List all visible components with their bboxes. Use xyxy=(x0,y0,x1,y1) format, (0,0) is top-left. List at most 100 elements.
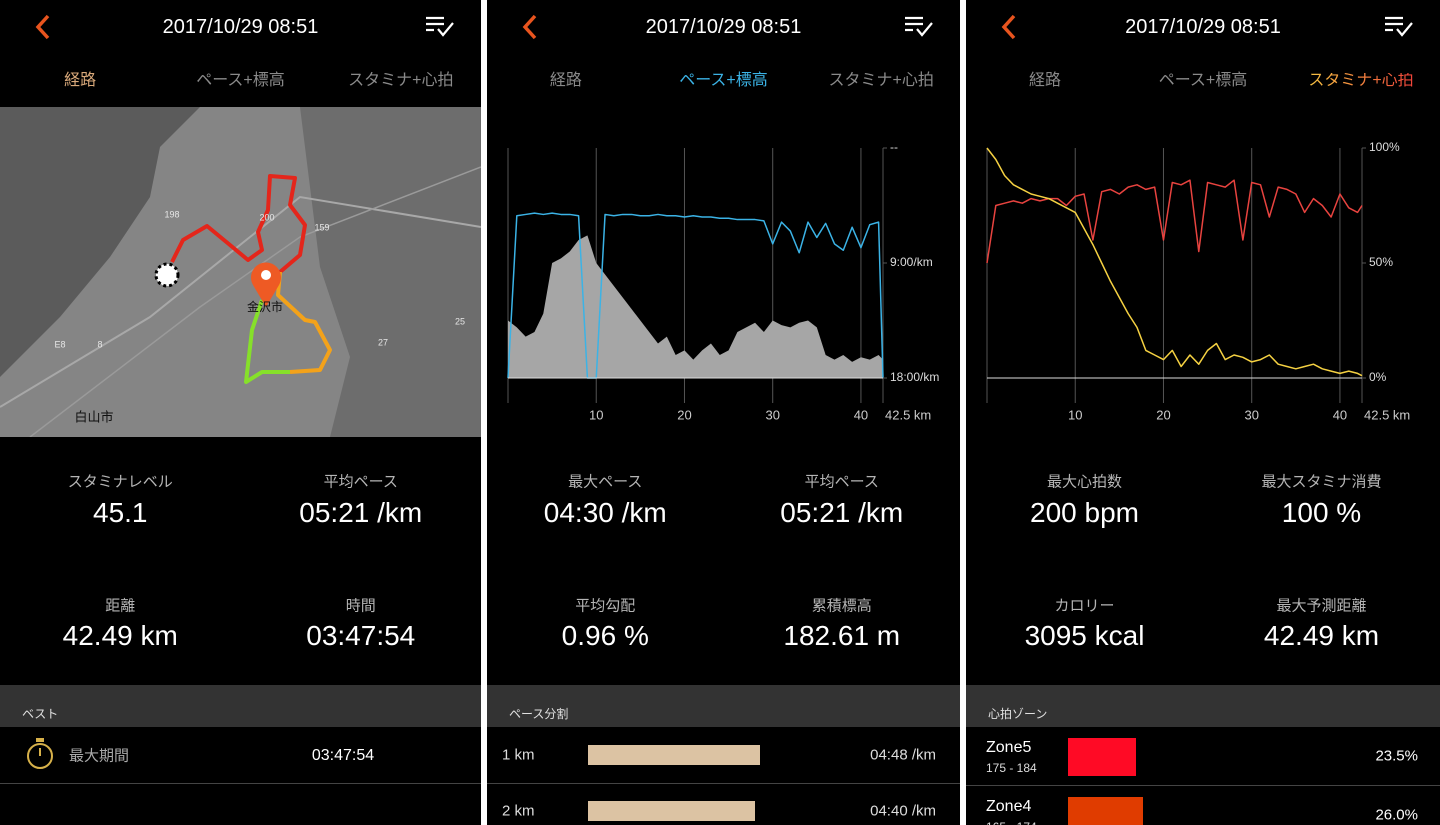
y-tick-label: -- xyxy=(890,140,898,154)
tab[interactable]: スタミナ+心拍 xyxy=(348,72,454,89)
tab[interactable]: ペース+標高 xyxy=(1158,72,1248,89)
chart: 10 20 30 40 42.5 km -- 9:00/km 18:00/km xyxy=(507,140,939,422)
stopwatch-icon xyxy=(27,738,53,769)
zone-range: 165 - 174 xyxy=(986,821,1037,825)
y-tick-label: 9:00/km xyxy=(890,255,933,269)
tab[interactable]: ペース+標高 xyxy=(196,72,285,89)
x-tick-label: 42.5 km xyxy=(885,407,931,422)
route-segment xyxy=(170,174,307,274)
stat-value: 182.61 m xyxy=(783,620,901,651)
route-map: 白山市 金沢市 198 200 159 E8 8 27 25 xyxy=(0,107,481,437)
map-label: 25 xyxy=(455,316,465,326)
tab[interactable]: ペース+標高 xyxy=(679,72,768,89)
stat-value: 100 % xyxy=(1281,497,1362,528)
stat-label: 最大心拍数 xyxy=(1046,473,1123,491)
back-chevron xyxy=(1001,14,1016,40)
tab[interactable]: 経路 xyxy=(549,72,582,89)
section-title: ペース分割 xyxy=(509,707,569,721)
tab[interactable]: 経路 xyxy=(64,72,97,89)
tab[interactable]: スタミナ+心拍 xyxy=(828,72,934,89)
stat-label: 最大スタミナ消費 xyxy=(1261,473,1382,491)
row-value: 03:47:54 xyxy=(311,747,375,764)
chart: 10 20 30 40 42.5 km 0% 50% 100% xyxy=(986,140,1410,422)
x-tick-label: 42.5 km xyxy=(1364,407,1410,422)
stat-label: 平均ペース xyxy=(323,473,398,491)
y-tick-label: 0% xyxy=(1369,370,1387,384)
map-road xyxy=(0,195,481,408)
stat-value: 05:21 /km xyxy=(299,497,423,528)
map-label: 金沢市 xyxy=(247,299,283,314)
back-chevron xyxy=(35,14,50,40)
route-segment xyxy=(244,299,290,384)
map-label: 159 xyxy=(314,222,329,232)
map-label: 8 xyxy=(97,339,102,349)
stopwatch-body xyxy=(27,743,53,769)
row-divider xyxy=(966,785,1440,786)
header-title: 2017/10/29 08:51 xyxy=(162,16,319,38)
finish-flag xyxy=(154,262,180,288)
back-button[interactable] xyxy=(32,13,56,41)
icon-check xyxy=(437,22,454,37)
split-bar xyxy=(588,801,756,821)
line-series xyxy=(986,147,1363,377)
y-tick-label: 50% xyxy=(1369,255,1393,269)
split-value: 04:40 /km xyxy=(870,802,936,820)
line-series xyxy=(507,212,884,379)
map-road xyxy=(29,166,481,437)
y-tick-label: 100% xyxy=(1369,140,1400,154)
row-divider xyxy=(487,783,960,784)
stat-label: 平均ペース xyxy=(804,473,879,491)
stat-label: 時間 xyxy=(345,597,376,615)
section-title: 心拍ゾーン xyxy=(988,707,1048,721)
phone-screen: 2017/10/29 08:51 経路 ペース+標高 スタミナ+心拍 10 20 30 40 4… xyxy=(966,0,1440,825)
split-bar xyxy=(588,745,760,765)
stat-value: 04:30 /km xyxy=(543,497,667,528)
zone-name: Zone4 xyxy=(986,798,1032,815)
area-series xyxy=(508,235,883,378)
map-label: 白山市 xyxy=(74,409,113,424)
row-divider xyxy=(0,783,481,784)
zone-range: 175 - 184 xyxy=(986,761,1037,775)
back-chevron xyxy=(522,14,537,40)
map-label: 200 xyxy=(259,212,274,222)
section-title: ベスト xyxy=(22,707,59,721)
stat-value: 3095 kcal xyxy=(1024,620,1145,651)
route-segment xyxy=(276,271,332,374)
list-check-button[interactable] xyxy=(903,15,935,39)
zone-percent: 23.5% xyxy=(1375,747,1418,765)
stat-value: 05:21 /km xyxy=(780,497,904,528)
back-button[interactable] xyxy=(998,13,1022,41)
stopwatch-crown xyxy=(36,738,44,742)
stat-label: カロリー xyxy=(1054,597,1115,615)
list-check-button[interactable] xyxy=(424,15,456,39)
zone-bar xyxy=(1068,797,1144,825)
stat-value: 42.49 km xyxy=(1263,620,1380,651)
tab[interactable]: 経路 xyxy=(1028,72,1062,89)
stat-value: 45.1 xyxy=(93,497,148,528)
x-tick-label: 10 xyxy=(589,407,603,422)
map-sea xyxy=(0,107,200,377)
stat-label: 距離 xyxy=(105,597,136,615)
back-button[interactable] xyxy=(519,13,543,41)
section-header xyxy=(0,685,481,727)
split-label: 1 km xyxy=(502,746,535,764)
split-label: 2 km xyxy=(502,802,535,820)
icon-check xyxy=(916,22,933,37)
stat-value: 42.49 km xyxy=(62,620,178,651)
list-check-button[interactable] xyxy=(1383,15,1415,39)
x-tick-label: 30 xyxy=(765,407,779,422)
x-tick-label: 20 xyxy=(677,407,691,422)
stat-label: 最大予測距離 xyxy=(1276,597,1367,615)
location-pin-dot xyxy=(261,270,271,280)
line-series xyxy=(986,179,1363,264)
stat-label: 最大ペース xyxy=(568,473,643,491)
stat-label: スタミナレベル xyxy=(67,473,173,491)
tab[interactable]: スタミナ+心拍 xyxy=(1308,72,1414,89)
map-label: E8 xyxy=(54,339,65,349)
icon-check xyxy=(1396,22,1413,37)
map-label: 27 xyxy=(378,337,388,347)
section-header xyxy=(487,685,960,727)
x-tick-label: 40 xyxy=(1333,407,1347,422)
map-hills xyxy=(300,107,481,437)
